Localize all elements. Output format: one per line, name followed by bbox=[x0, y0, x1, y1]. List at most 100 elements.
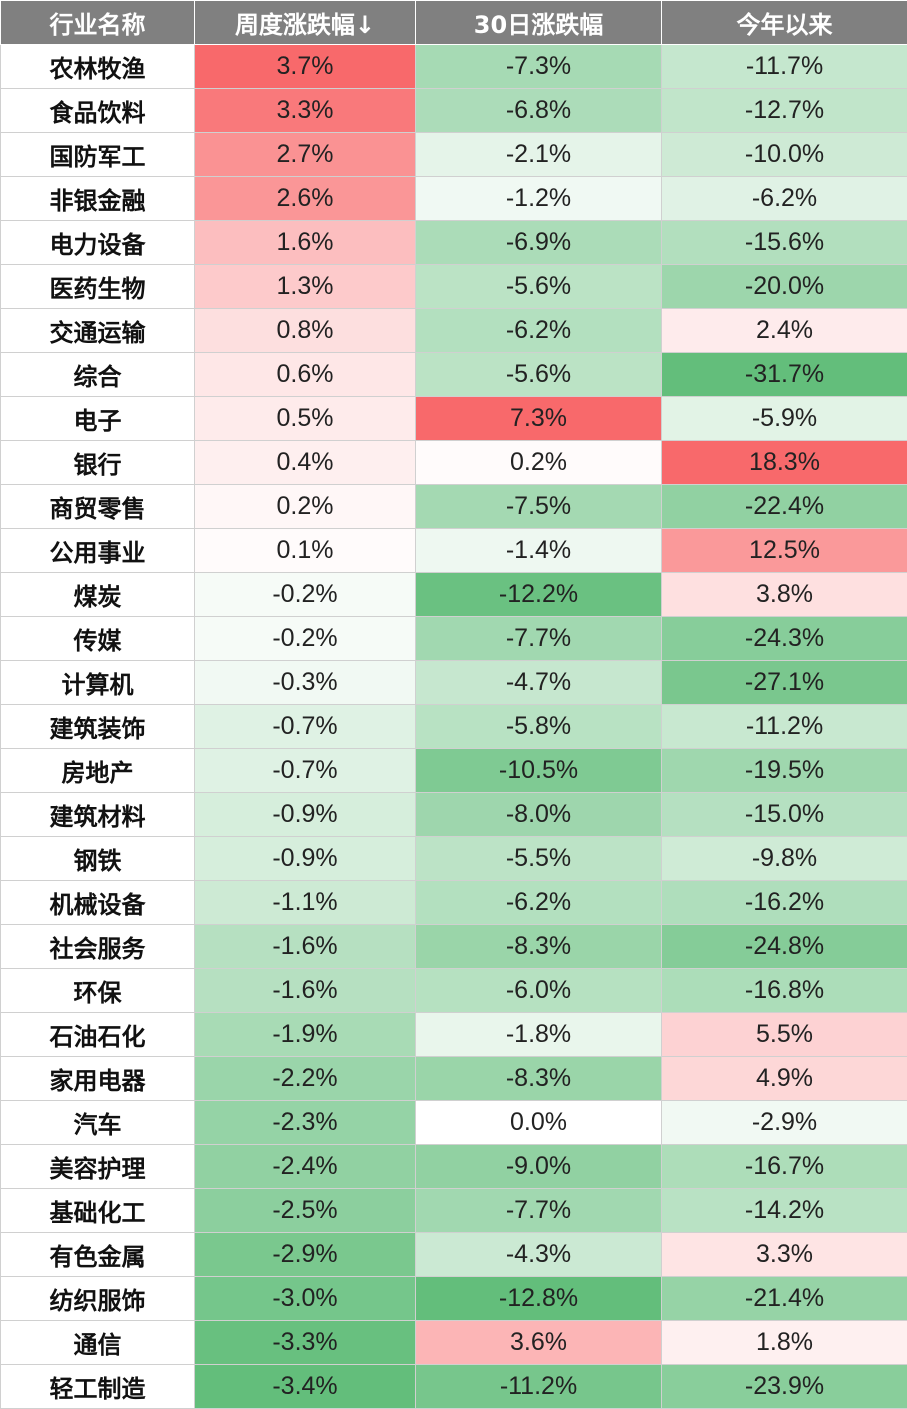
table-row: 机械设备 -1.1% -6.2% -16.2% bbox=[0, 880, 907, 925]
weekly-change-cell: 3.3% bbox=[194, 88, 416, 133]
weekly-change-cell: -0.3% bbox=[194, 660, 416, 705]
30day-change-cell: -5.8% bbox=[415, 704, 662, 749]
table-row: 家用电器 -2.2% -8.3% 4.9% bbox=[0, 1056, 907, 1101]
ytd-change-cell: 3.3% bbox=[661, 1232, 907, 1277]
industry-name-cell: 轻工制造 bbox=[0, 1364, 195, 1409]
industry-name-cell: 电力设备 bbox=[0, 220, 195, 265]
industry-name-cell: 建筑材料 bbox=[0, 792, 195, 837]
weekly-change-cell: -1.6% bbox=[194, 968, 416, 1013]
industry-name-cell: 基础化工 bbox=[0, 1188, 195, 1233]
30day-change-cell: -6.8% bbox=[415, 88, 662, 133]
weekly-change-cell: -3.0% bbox=[194, 1276, 416, 1321]
table-row: 交通运输 0.8% -6.2% 2.4% bbox=[0, 308, 907, 353]
ytd-change-cell: -24.8% bbox=[661, 924, 907, 969]
industry-name-cell: 商贸零售 bbox=[0, 484, 195, 529]
ytd-change-cell: -15.0% bbox=[661, 792, 907, 837]
ytd-change-cell: -12.7% bbox=[661, 88, 907, 133]
ytd-change-cell: -10.0% bbox=[661, 132, 907, 177]
weekly-change-cell: 0.1% bbox=[194, 528, 416, 573]
ytd-change-cell: -6.2% bbox=[661, 176, 907, 221]
industry-name-cell: 公用事业 bbox=[0, 528, 195, 573]
ytd-change-cell: -11.2% bbox=[661, 704, 907, 749]
ytd-change-cell: -16.2% bbox=[661, 880, 907, 925]
weekly-change-cell: -0.9% bbox=[194, 792, 416, 837]
industry-name-cell: 石油石化 bbox=[0, 1012, 195, 1057]
industry-name-cell: 电子 bbox=[0, 396, 195, 441]
30day-change-cell: -12.2% bbox=[415, 572, 662, 617]
table-row: 传媒 -0.2% -7.7% -24.3% bbox=[0, 616, 907, 661]
30day-change-cell: -4.7% bbox=[415, 660, 662, 705]
industry-name-cell: 计算机 bbox=[0, 660, 195, 705]
table-row: 美容护理 -2.4% -9.0% -16.7% bbox=[0, 1144, 907, 1189]
ytd-change-cell: -15.6% bbox=[661, 220, 907, 265]
header-30day-change[interactable]: 30日涨跌幅 bbox=[415, 0, 662, 45]
table-row: 轻工制造 -3.4% -11.2% -23.9% bbox=[0, 1364, 907, 1409]
30day-change-cell: -2.1% bbox=[415, 132, 662, 177]
header-industry-name[interactable]: 行业名称 bbox=[0, 0, 195, 45]
ytd-change-cell: -9.8% bbox=[661, 836, 907, 881]
weekly-change-cell: -0.7% bbox=[194, 748, 416, 793]
table-row: 有色金属 -2.9% -4.3% 3.3% bbox=[0, 1232, 907, 1277]
weekly-change-cell: -2.5% bbox=[194, 1188, 416, 1233]
weekly-change-cell: -0.2% bbox=[194, 572, 416, 617]
industry-name-cell: 交通运输 bbox=[0, 308, 195, 353]
ytd-change-cell: 2.4% bbox=[661, 308, 907, 353]
table-row: 医药生物 1.3% -5.6% -20.0% bbox=[0, 264, 907, 309]
ytd-change-cell: 18.3% bbox=[661, 440, 907, 485]
30day-change-cell: -1.8% bbox=[415, 1012, 662, 1057]
weekly-change-cell: -0.2% bbox=[194, 616, 416, 661]
ytd-change-cell: 4.9% bbox=[661, 1056, 907, 1101]
industry-name-cell: 纺织服饰 bbox=[0, 1276, 195, 1321]
30day-change-cell: -6.2% bbox=[415, 308, 662, 353]
table-row: 电力设备 1.6% -6.9% -15.6% bbox=[0, 220, 907, 265]
weekly-change-cell: -0.7% bbox=[194, 704, 416, 749]
weekly-change-cell: -2.3% bbox=[194, 1100, 416, 1145]
ytd-change-cell: 5.5% bbox=[661, 1012, 907, 1057]
30day-change-cell: -11.2% bbox=[415, 1364, 662, 1409]
table-row: 公用事业 0.1% -1.4% 12.5% bbox=[0, 528, 907, 573]
30day-change-cell: -7.7% bbox=[415, 616, 662, 661]
table-row: 农林牧渔 3.7% -7.3% -11.7% bbox=[0, 44, 907, 89]
table-row: 环保 -1.6% -6.0% -16.8% bbox=[0, 968, 907, 1013]
30day-change-cell: -5.5% bbox=[415, 836, 662, 881]
industry-name-cell: 社会服务 bbox=[0, 924, 195, 969]
industry-name-cell: 房地产 bbox=[0, 748, 195, 793]
weekly-change-cell: -0.9% bbox=[194, 836, 416, 881]
weekly-change-cell: 2.6% bbox=[194, 176, 416, 221]
table-row: 建筑装饰 -0.7% -5.8% -11.2% bbox=[0, 704, 907, 749]
header-weekly-change[interactable]: 周度涨跌幅↓ bbox=[194, 0, 416, 45]
industry-name-cell: 有色金属 bbox=[0, 1232, 195, 1277]
30day-change-cell: -8.3% bbox=[415, 924, 662, 969]
ytd-change-cell: 12.5% bbox=[661, 528, 907, 573]
table-row: 汽车 -2.3% 0.0% -2.9% bbox=[0, 1100, 907, 1145]
table-row: 建筑材料 -0.9% -8.0% -15.0% bbox=[0, 792, 907, 837]
ytd-change-cell: -16.8% bbox=[661, 968, 907, 1013]
ytd-change-cell: -24.3% bbox=[661, 616, 907, 661]
weekly-change-cell: 0.4% bbox=[194, 440, 416, 485]
weekly-change-cell: -2.9% bbox=[194, 1232, 416, 1277]
industry-name-cell: 农林牧渔 bbox=[0, 44, 195, 89]
table-row: 纺织服饰 -3.0% -12.8% -21.4% bbox=[0, 1276, 907, 1321]
30day-change-cell: -5.6% bbox=[415, 264, 662, 309]
ytd-change-cell: -11.7% bbox=[661, 44, 907, 89]
ytd-change-cell: -5.9% bbox=[661, 396, 907, 441]
30day-change-cell: -6.0% bbox=[415, 968, 662, 1013]
weekly-change-cell: -3.4% bbox=[194, 1364, 416, 1409]
industry-name-cell: 家用电器 bbox=[0, 1056, 195, 1101]
table-row: 房地产 -0.7% -10.5% -19.5% bbox=[0, 748, 907, 793]
header-ytd-change[interactable]: 今年以来 bbox=[661, 0, 907, 45]
table-row: 钢铁 -0.9% -5.5% -9.8% bbox=[0, 836, 907, 881]
table-row: 商贸零售 0.2% -7.5% -22.4% bbox=[0, 484, 907, 529]
industry-name-cell: 传媒 bbox=[0, 616, 195, 661]
30day-change-cell: 7.3% bbox=[415, 396, 662, 441]
industry-name-cell: 通信 bbox=[0, 1320, 195, 1365]
ytd-change-cell: -31.7% bbox=[661, 352, 907, 397]
table-row: 通信 -3.3% 3.6% 1.8% bbox=[0, 1320, 907, 1365]
table-row: 基础化工 -2.5% -7.7% -14.2% bbox=[0, 1188, 907, 1233]
table-row: 社会服务 -1.6% -8.3% -24.8% bbox=[0, 924, 907, 969]
30day-change-cell: 0.0% bbox=[415, 1100, 662, 1145]
industry-name-cell: 钢铁 bbox=[0, 836, 195, 881]
weekly-change-cell: -1.6% bbox=[194, 924, 416, 969]
industry-name-cell: 机械设备 bbox=[0, 880, 195, 925]
ytd-change-cell: 3.8% bbox=[661, 572, 907, 617]
